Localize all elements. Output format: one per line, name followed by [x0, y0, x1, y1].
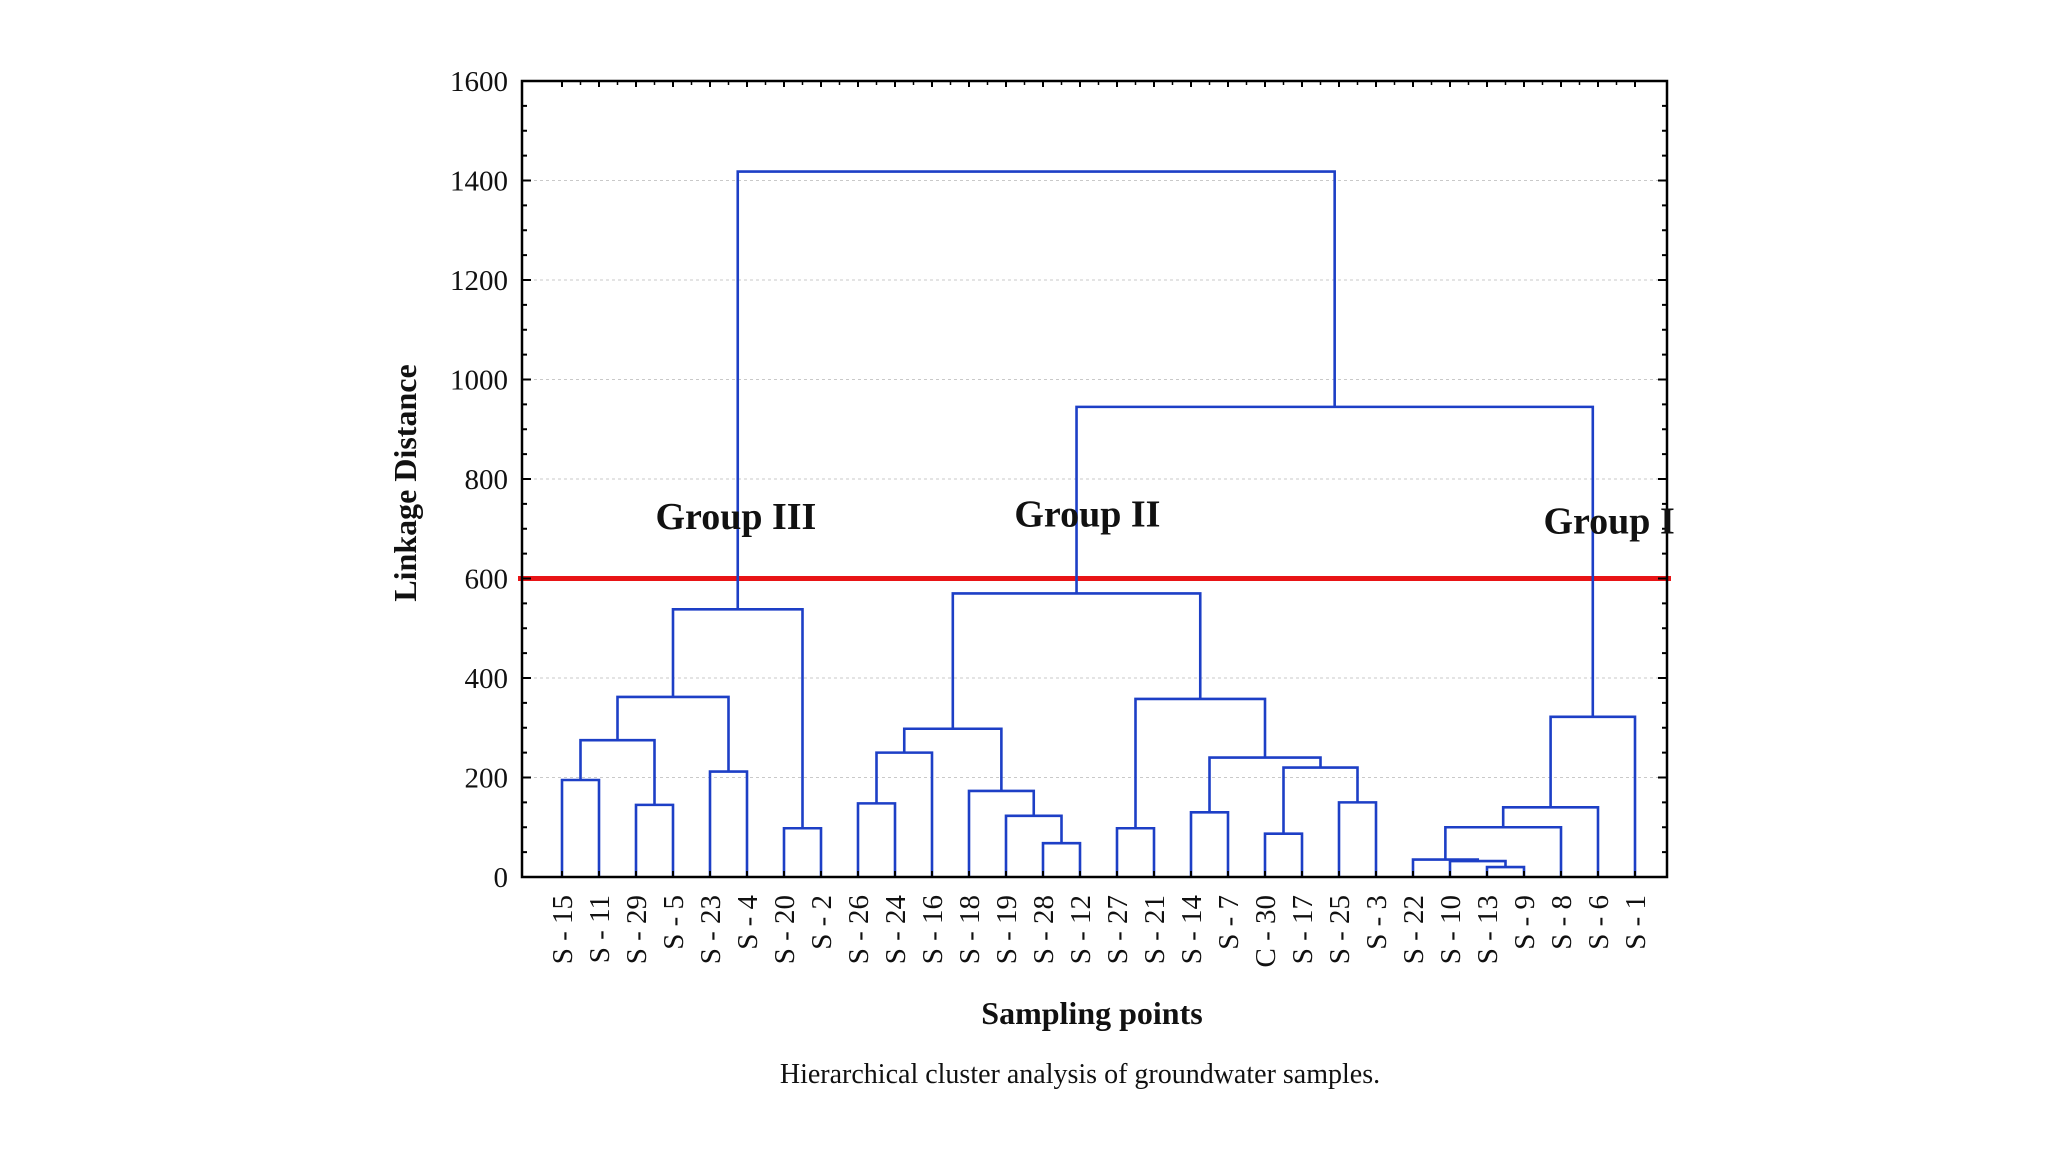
- leaf-label: C - 30: [1250, 895, 1282, 968]
- dendrogram-link-AC: [736, 170, 1336, 610]
- leaf-label: S - 7: [1213, 895, 1245, 950]
- dendrogram-link-T: [1134, 697, 1267, 829]
- leaf-label: S - 12: [1065, 895, 1097, 964]
- leaf-label: S - 23: [695, 895, 727, 964]
- leaf-label: S - 3: [1361, 895, 1393, 950]
- dendrogram-link-I: [875, 751, 934, 877]
- leaf-label: S - 2: [806, 895, 838, 950]
- figure-caption: Hierarchical cluster analysis of groundw…: [779, 1059, 1381, 1090]
- dendrogram-link-L: [967, 789, 1036, 877]
- leaf-label: S - 14: [1176, 895, 1208, 965]
- dendrogram-link-AA: [1549, 715, 1637, 877]
- dendrogram-link-J: [1041, 841, 1082, 877]
- dendrogram-link-C: [579, 738, 656, 805]
- dendrogram-link-X: [1411, 858, 1480, 877]
- y-tick-label-1200: 1200: [450, 265, 508, 297]
- y-axis-title: Linkage Distance: [387, 364, 423, 601]
- dendrogram-link-N: [1115, 826, 1156, 877]
- dendrogram-link-S: [1208, 756, 1322, 813]
- y-tick-label-1000: 1000: [450, 365, 508, 397]
- x-axis-title: Sampling points: [981, 995, 1202, 1031]
- dendrogram-link-D: [708, 770, 749, 877]
- leaf-label: S - 15: [547, 895, 579, 964]
- leaf-label: S - 29: [621, 895, 653, 964]
- dendrogram-link-A: [560, 778, 601, 877]
- leaf-label: S - 10: [1435, 895, 1467, 964]
- y-tick-label-400: 400: [465, 663, 509, 695]
- dendrogram-link-AB: [1075, 405, 1595, 717]
- leaf-label: S - 28: [1028, 895, 1060, 964]
- leaf-label: S - 4: [732, 895, 764, 950]
- leaf-label: S - 21: [1139, 895, 1171, 964]
- leaf-label: S - 18: [954, 895, 986, 964]
- leaf-label: S - 16: [917, 895, 949, 964]
- dendrogram-link-K: [1004, 814, 1063, 877]
- leaf-label: S - 27: [1102, 895, 1134, 964]
- leaf-label: S - 8: [1546, 895, 1578, 950]
- leaf-label: S - 20: [769, 895, 801, 964]
- leaf-label: S - 11: [584, 895, 616, 963]
- dendrogram-link-G: [671, 608, 804, 829]
- leaf-label: S - 17: [1287, 895, 1319, 964]
- dendrogram-links: [560, 170, 1637, 877]
- y-tick-label-200: 200: [465, 763, 509, 795]
- leaf-label: S - 9: [1509, 895, 1541, 950]
- leaf-label: S - 25: [1324, 895, 1356, 964]
- y-tick-label-800: 800: [465, 464, 509, 496]
- group-label: Group I: [1543, 501, 1674, 543]
- gridlines: [522, 180, 1667, 778]
- dendrogram-link-B: [634, 803, 675, 877]
- leaf-label: S - 22: [1398, 895, 1430, 964]
- leaf-label: S - 26: [843, 895, 875, 964]
- group-label: Group III: [655, 496, 816, 538]
- y-tick-label-600: 600: [465, 564, 509, 596]
- dendrogram-link-V: [1485, 865, 1526, 877]
- group-label: Group II: [1014, 493, 1160, 535]
- y-tick-label-1400: 1400: [450, 166, 508, 198]
- leaf-label: S - 13: [1472, 895, 1504, 964]
- dendrogram-link-M: [902, 727, 1003, 791]
- dendrogram-link-F: [782, 826, 823, 877]
- leaf-label: S - 1: [1620, 895, 1652, 950]
- axes: [520, 79, 1669, 879]
- dendrogram-link-O: [1189, 811, 1230, 877]
- y-tick-label-0: 0: [494, 862, 509, 894]
- dendrogram-link-U: [951, 592, 1202, 729]
- leaf-label: S - 19: [991, 895, 1023, 964]
- leaf-label: S - 24: [880, 895, 912, 965]
- dendrogram-link-E: [616, 695, 730, 772]
- dendrogram-link-H: [856, 802, 897, 877]
- dendrogram-link-Y: [1444, 825, 1563, 877]
- y-tick-label-1600: 1600: [450, 66, 508, 98]
- leaf-label: S - 6: [1583, 895, 1615, 950]
- leaf-label: S - 5: [658, 895, 690, 950]
- dendrogram-link-W: [1448, 859, 1507, 877]
- dendrogram-link-Q: [1337, 801, 1378, 877]
- dendrogram-link-P: [1263, 832, 1304, 877]
